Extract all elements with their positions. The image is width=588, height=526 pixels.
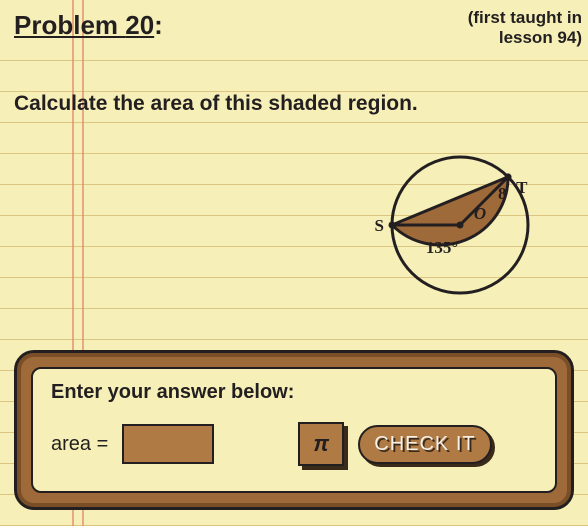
subtitle-line-2: lesson 94)	[468, 28, 582, 48]
answer-input[interactable]	[122, 424, 214, 464]
lesson-reference: (first taught in lesson 94)	[468, 8, 582, 49]
answer-prompt: Enter your answer below:	[51, 381, 537, 404]
point-o	[457, 222, 464, 229]
label-angle: 135°	[426, 238, 458, 257]
answer-panel-inner: Enter your answer below: area = π CHECK …	[31, 367, 557, 493]
label-o: O	[474, 204, 486, 223]
label-s: S	[375, 216, 384, 235]
point-t	[505, 173, 512, 180]
label-t: T	[516, 178, 528, 197]
point-s	[389, 222, 396, 229]
question-text: Calculate the area of this shaded region…	[14, 92, 418, 116]
label-radius: 8	[498, 184, 507, 203]
subtitle-line-1: (first taught in	[468, 8, 582, 28]
problem-number: 20	[125, 10, 154, 40]
diagram-svg: S O T8 135°	[360, 145, 560, 345]
answer-row: area = π CHECK IT	[51, 422, 537, 466]
horizontal-rule	[0, 60, 588, 61]
title-prefix: Problem	[14, 10, 125, 40]
horizontal-rule	[0, 122, 588, 123]
check-it-button[interactable]: CHECK IT	[358, 425, 491, 464]
shaded-segment	[392, 177, 508, 245]
diagram: S O T8 135°	[360, 145, 560, 345]
problem-title: Problem 20:	[14, 10, 163, 41]
area-label: area =	[51, 433, 108, 456]
title-suffix: :	[154, 10, 163, 40]
answer-panel: Enter your answer below: area = π CHECK …	[14, 350, 574, 510]
pi-button[interactable]: π	[298, 422, 344, 466]
